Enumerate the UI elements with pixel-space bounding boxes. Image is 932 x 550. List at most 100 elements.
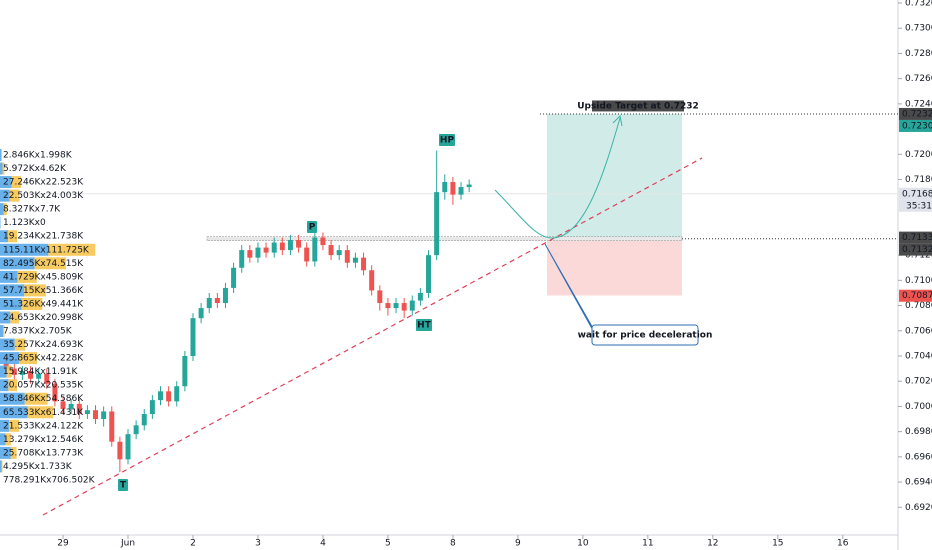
candle-body <box>109 411 115 442</box>
candle-body <box>304 247 310 262</box>
candle-body <box>296 240 302 248</box>
candle-body <box>247 250 253 258</box>
candle-body <box>214 298 220 304</box>
target-label: Upside Target at 0.7232 <box>577 101 699 111</box>
volume-label: 82.495Kx74.515K <box>3 259 84 269</box>
y-tick-label: 0.71200 <box>905 251 932 261</box>
y-tick-label: 0.72400 <box>905 99 932 109</box>
volume-sell <box>5 433 11 446</box>
candle-body <box>312 237 318 262</box>
y-tick-label: 0.69800 <box>905 427 932 437</box>
volume-buy <box>0 446 11 459</box>
candle-body <box>442 182 448 193</box>
volume-label: 1.123Kx0 <box>3 218 46 228</box>
candle-body <box>60 401 66 409</box>
volume-sell <box>3 325 5 338</box>
x-tick-label: 5 <box>385 539 391 549</box>
y-tick-label: 0.72600 <box>905 74 932 84</box>
target-label-bg <box>592 100 684 112</box>
x-tick-label: 10 <box>577 539 589 549</box>
x-tick-label: 12 <box>707 539 718 549</box>
y-tick-label: 0.70200 <box>905 377 932 387</box>
volume-sell <box>8 230 18 243</box>
volume-label: 35.257Kx24.693K <box>3 340 84 350</box>
x-tick-label: 2 <box>190 539 196 549</box>
candle-body <box>393 303 399 309</box>
candle-body <box>125 434 131 460</box>
note-pointer <box>544 243 601 344</box>
volume-buy <box>0 460 2 473</box>
candle-body <box>344 250 350 263</box>
x-tick-label: 11 <box>642 539 653 549</box>
volume-label: 8.327Kx7.7K <box>3 205 61 215</box>
y-tick-label: 0.72000 <box>905 150 932 160</box>
marker-box <box>307 221 317 233</box>
price-label-bg <box>899 289 932 302</box>
volume-total: 778.291Kx706.502K <box>3 475 96 485</box>
volume-label: 13.279Kx12.546K <box>3 435 84 445</box>
volume-buy <box>0 311 11 324</box>
candle-body <box>36 373 42 379</box>
candle-body <box>426 255 432 293</box>
volume-label: 5.972Kx4.62K <box>3 164 67 174</box>
candle-body <box>198 308 204 319</box>
volume-sell <box>48 243 96 256</box>
volume-sell <box>3 203 7 216</box>
candle-body <box>231 267 237 288</box>
candle-body <box>68 403 74 409</box>
y-tick-label: 0.73000 <box>905 24 932 34</box>
price-label: 0.70878 <box>902 291 932 301</box>
volume-buy <box>0 297 22 310</box>
volume-sell <box>10 446 17 459</box>
volume-buy <box>0 284 25 297</box>
y-tick-label: 0.70800 <box>905 301 932 311</box>
marker-box <box>416 319 432 331</box>
volume-sell <box>11 176 21 189</box>
y-tick-label: 0.70000 <box>905 402 932 412</box>
volume-sell <box>1 460 3 473</box>
volume-buy <box>0 392 25 405</box>
volume-buy <box>0 406 28 419</box>
note-box <box>591 324 699 346</box>
y-tick-label: 0.70400 <box>905 351 932 361</box>
volume-sell <box>34 257 66 270</box>
candle-body <box>19 371 25 375</box>
candle-body <box>450 182 456 195</box>
projection-curve <box>494 117 621 239</box>
x-tick-label: 8 <box>450 539 456 549</box>
y-tick-label: 0.72800 <box>905 49 932 59</box>
volume-label: 24.653Kx20.998K <box>3 313 84 323</box>
y-tick-label: 0.73200 <box>905 0 932 9</box>
price-label-bg <box>899 119 932 132</box>
candle-body <box>149 400 155 414</box>
volume-label: 27.246Kx22.523K <box>3 178 84 188</box>
x-tick-label: Jun <box>120 539 135 549</box>
volume-label: 45.865Kx42.228K <box>3 354 84 364</box>
stop-zone <box>547 238 682 296</box>
volume-label: 19.234Kx21.738K <box>3 232 84 242</box>
volume-sell <box>1 149 3 161</box>
volume-sell <box>24 284 46 297</box>
volume-sell <box>8 379 18 392</box>
candle-body <box>377 290 383 304</box>
volume-label: 22.503Kx24.003K <box>3 191 84 201</box>
candle-body <box>182 355 188 387</box>
y-tick-label: 0.69400 <box>905 478 932 488</box>
volume-buy <box>0 433 6 446</box>
volume-sell <box>9 419 20 432</box>
x-tick-label: 29 <box>57 539 69 549</box>
candle-body <box>157 391 163 401</box>
volume-buy <box>0 270 18 283</box>
projection-arrow <box>612 114 623 127</box>
candle-body <box>255 247 261 258</box>
candle-body <box>458 187 464 195</box>
volume-buy <box>0 203 4 216</box>
x-tick-label: 15 <box>772 539 783 549</box>
candle-body <box>52 383 58 402</box>
volume-label: 65.533Kx61.431K <box>3 408 84 418</box>
volume-label: 51.326Kx49.441K <box>3 299 84 309</box>
price-label-bg <box>899 107 932 120</box>
candle-body <box>190 318 196 356</box>
volume-sell <box>21 297 43 310</box>
marker-label: HP <box>440 136 455 146</box>
